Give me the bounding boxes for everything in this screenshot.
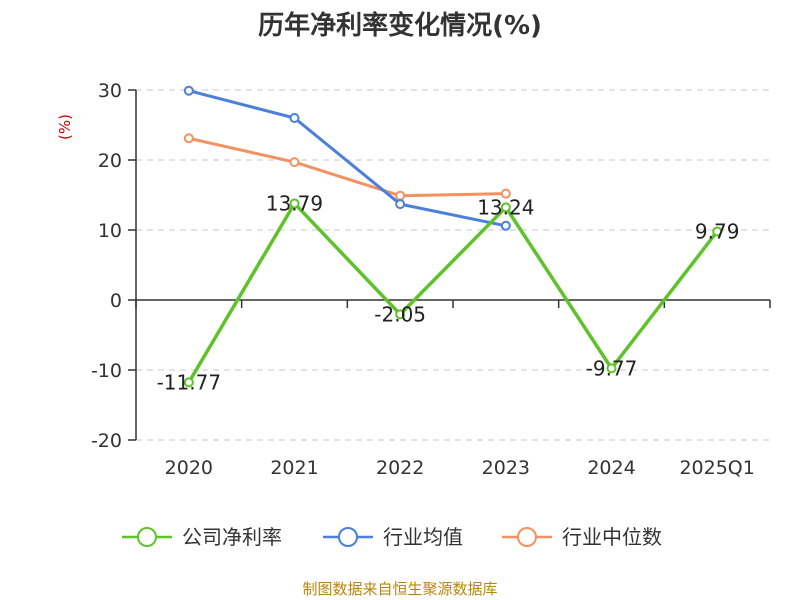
data-point xyxy=(289,157,300,168)
data-point xyxy=(395,309,406,320)
x-tick-label: 2020 xyxy=(165,457,213,479)
data-point xyxy=(395,190,406,201)
data-point xyxy=(500,202,511,213)
data-point xyxy=(183,133,194,144)
y-tick-label: 20 xyxy=(98,150,122,172)
data-label: 13.79 xyxy=(266,191,323,215)
data-label: -11.77 xyxy=(157,370,221,394)
x-tick-label: 2025Q1 xyxy=(679,457,754,479)
y-tick-label: 0 xyxy=(110,290,122,312)
x-tick-label: 2023 xyxy=(482,457,530,479)
legend-item-1: 行业均值 xyxy=(323,525,463,549)
series-line xyxy=(188,136,506,198)
data-label: 9.79 xyxy=(695,219,740,243)
source-note: 制图数据来自恒生聚源数据库 xyxy=(302,580,497,598)
grid-lines xyxy=(136,89,770,441)
legend-item-2: 行业中位数 xyxy=(502,525,662,549)
legend-label: 公司净利率 xyxy=(182,525,282,549)
data-point xyxy=(183,85,194,96)
data-point xyxy=(289,198,300,209)
legend-swatch-marker xyxy=(338,527,358,547)
legend: 公司净利率 行业均值 行业中位数 xyxy=(122,525,662,549)
series-lines xyxy=(183,85,723,388)
series-1 xyxy=(183,85,511,231)
x-tick-label: 2024 xyxy=(587,457,635,479)
y-tick-label: 30 xyxy=(98,80,122,102)
series-2 xyxy=(183,133,511,201)
legend-label: 行业中位数 xyxy=(562,525,662,549)
data-point xyxy=(606,363,617,374)
data-point xyxy=(500,220,511,231)
data-labels: -11.77 13.79 -2.05 13.24 -9.77 9.79 xyxy=(157,191,740,394)
data-label: 13.24 xyxy=(477,195,534,219)
legend-swatch-marker xyxy=(517,527,537,547)
legend-swatch-marker xyxy=(137,527,157,547)
y-tick-label: -20 xyxy=(91,430,122,452)
legend-label: 行业均值 xyxy=(383,525,463,549)
series-0 xyxy=(183,198,723,388)
x-tick-label: 2022 xyxy=(376,457,424,479)
y-tick-label: -10 xyxy=(91,360,122,382)
x-tick-label: 2021 xyxy=(270,457,318,479)
chart-title: 历年净利率变化情况(%) xyxy=(258,10,542,41)
data-point xyxy=(500,188,511,199)
legend-item-0: 公司净利率 xyxy=(122,525,282,549)
y-tick-label: 10 xyxy=(98,220,122,242)
data-point xyxy=(712,226,723,237)
data-label: -2.05 xyxy=(374,302,426,326)
data-point xyxy=(395,199,406,210)
data-label: -9.77 xyxy=(586,356,638,380)
series-line xyxy=(188,89,507,228)
axes: 30 20 10 0 -10 -20 2020 2021 2022 2023 2024 2025Q1 xyxy=(91,80,771,479)
series-line xyxy=(187,201,719,384)
data-point xyxy=(289,113,300,123)
data-point xyxy=(183,377,194,388)
y-axis-label: (%) xyxy=(56,114,74,140)
